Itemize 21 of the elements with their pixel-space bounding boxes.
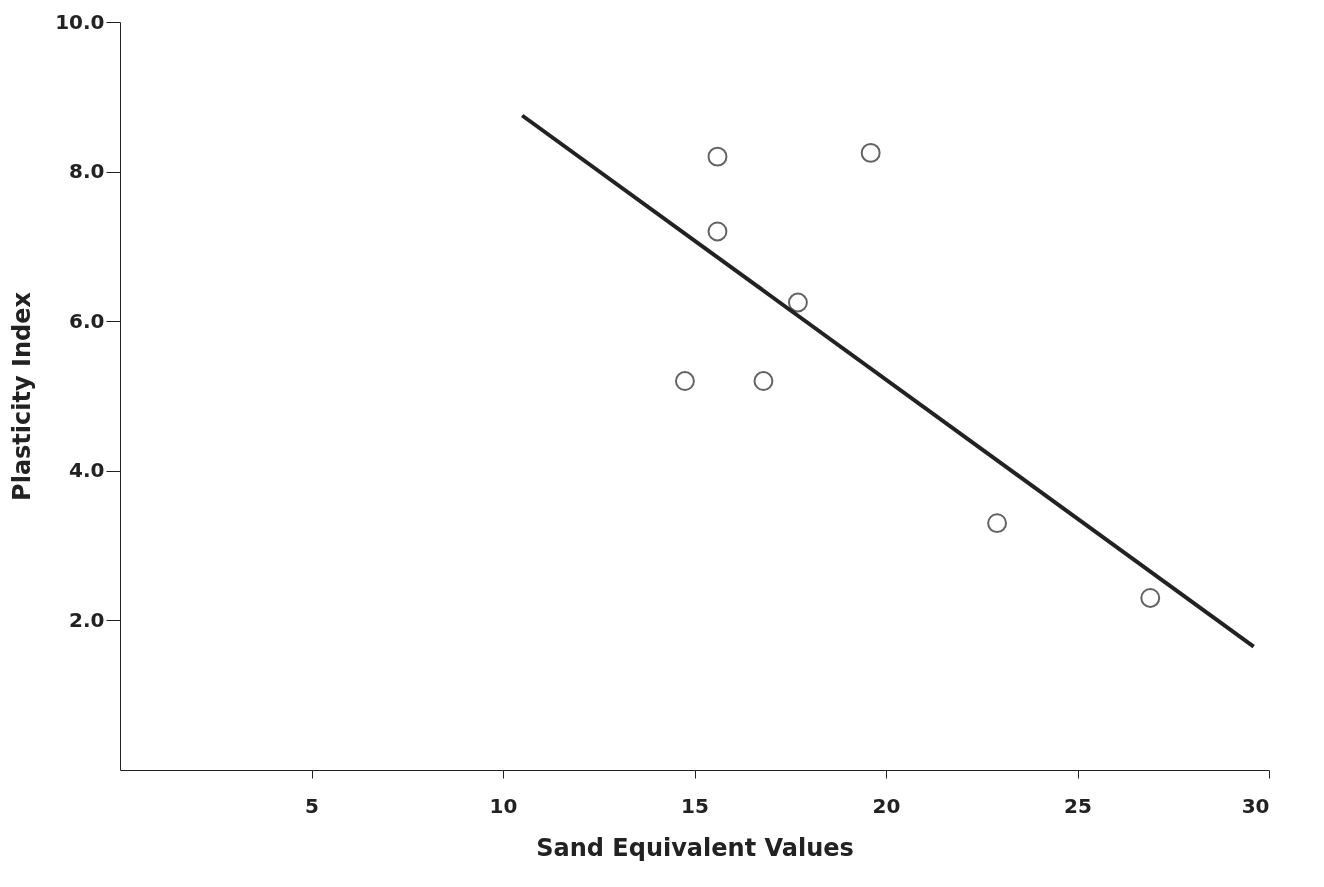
point — [707, 221, 728, 242]
x-tick-label: 5 — [305, 793, 319, 818]
x-tick-label: 25 — [1064, 793, 1092, 818]
y-tick-label: 4.0 — [69, 458, 105, 483]
y-tick-label: 10.0 — [55, 9, 105, 34]
y-tick-label: 6.0 — [69, 308, 105, 333]
y-axis-title: Plasticity Index — [8, 291, 37, 501]
x-tick-label: 30 — [1241, 793, 1270, 818]
point — [787, 292, 808, 313]
point — [987, 513, 1008, 534]
point — [674, 371, 695, 391]
x-tick-label: 20 — [872, 793, 901, 818]
x-tick-label: 10 — [489, 793, 518, 818]
point — [753, 371, 774, 391]
x-axis-title: Sand Equivalent Values — [536, 833, 854, 862]
x-tick-label: 15 — [681, 793, 709, 818]
point — [860, 142, 881, 163]
point — [1140, 588, 1161, 608]
point — [707, 146, 728, 167]
y-tick-label: 8.0 — [69, 159, 105, 184]
y-tick-label: 2.0 — [69, 607, 105, 632]
